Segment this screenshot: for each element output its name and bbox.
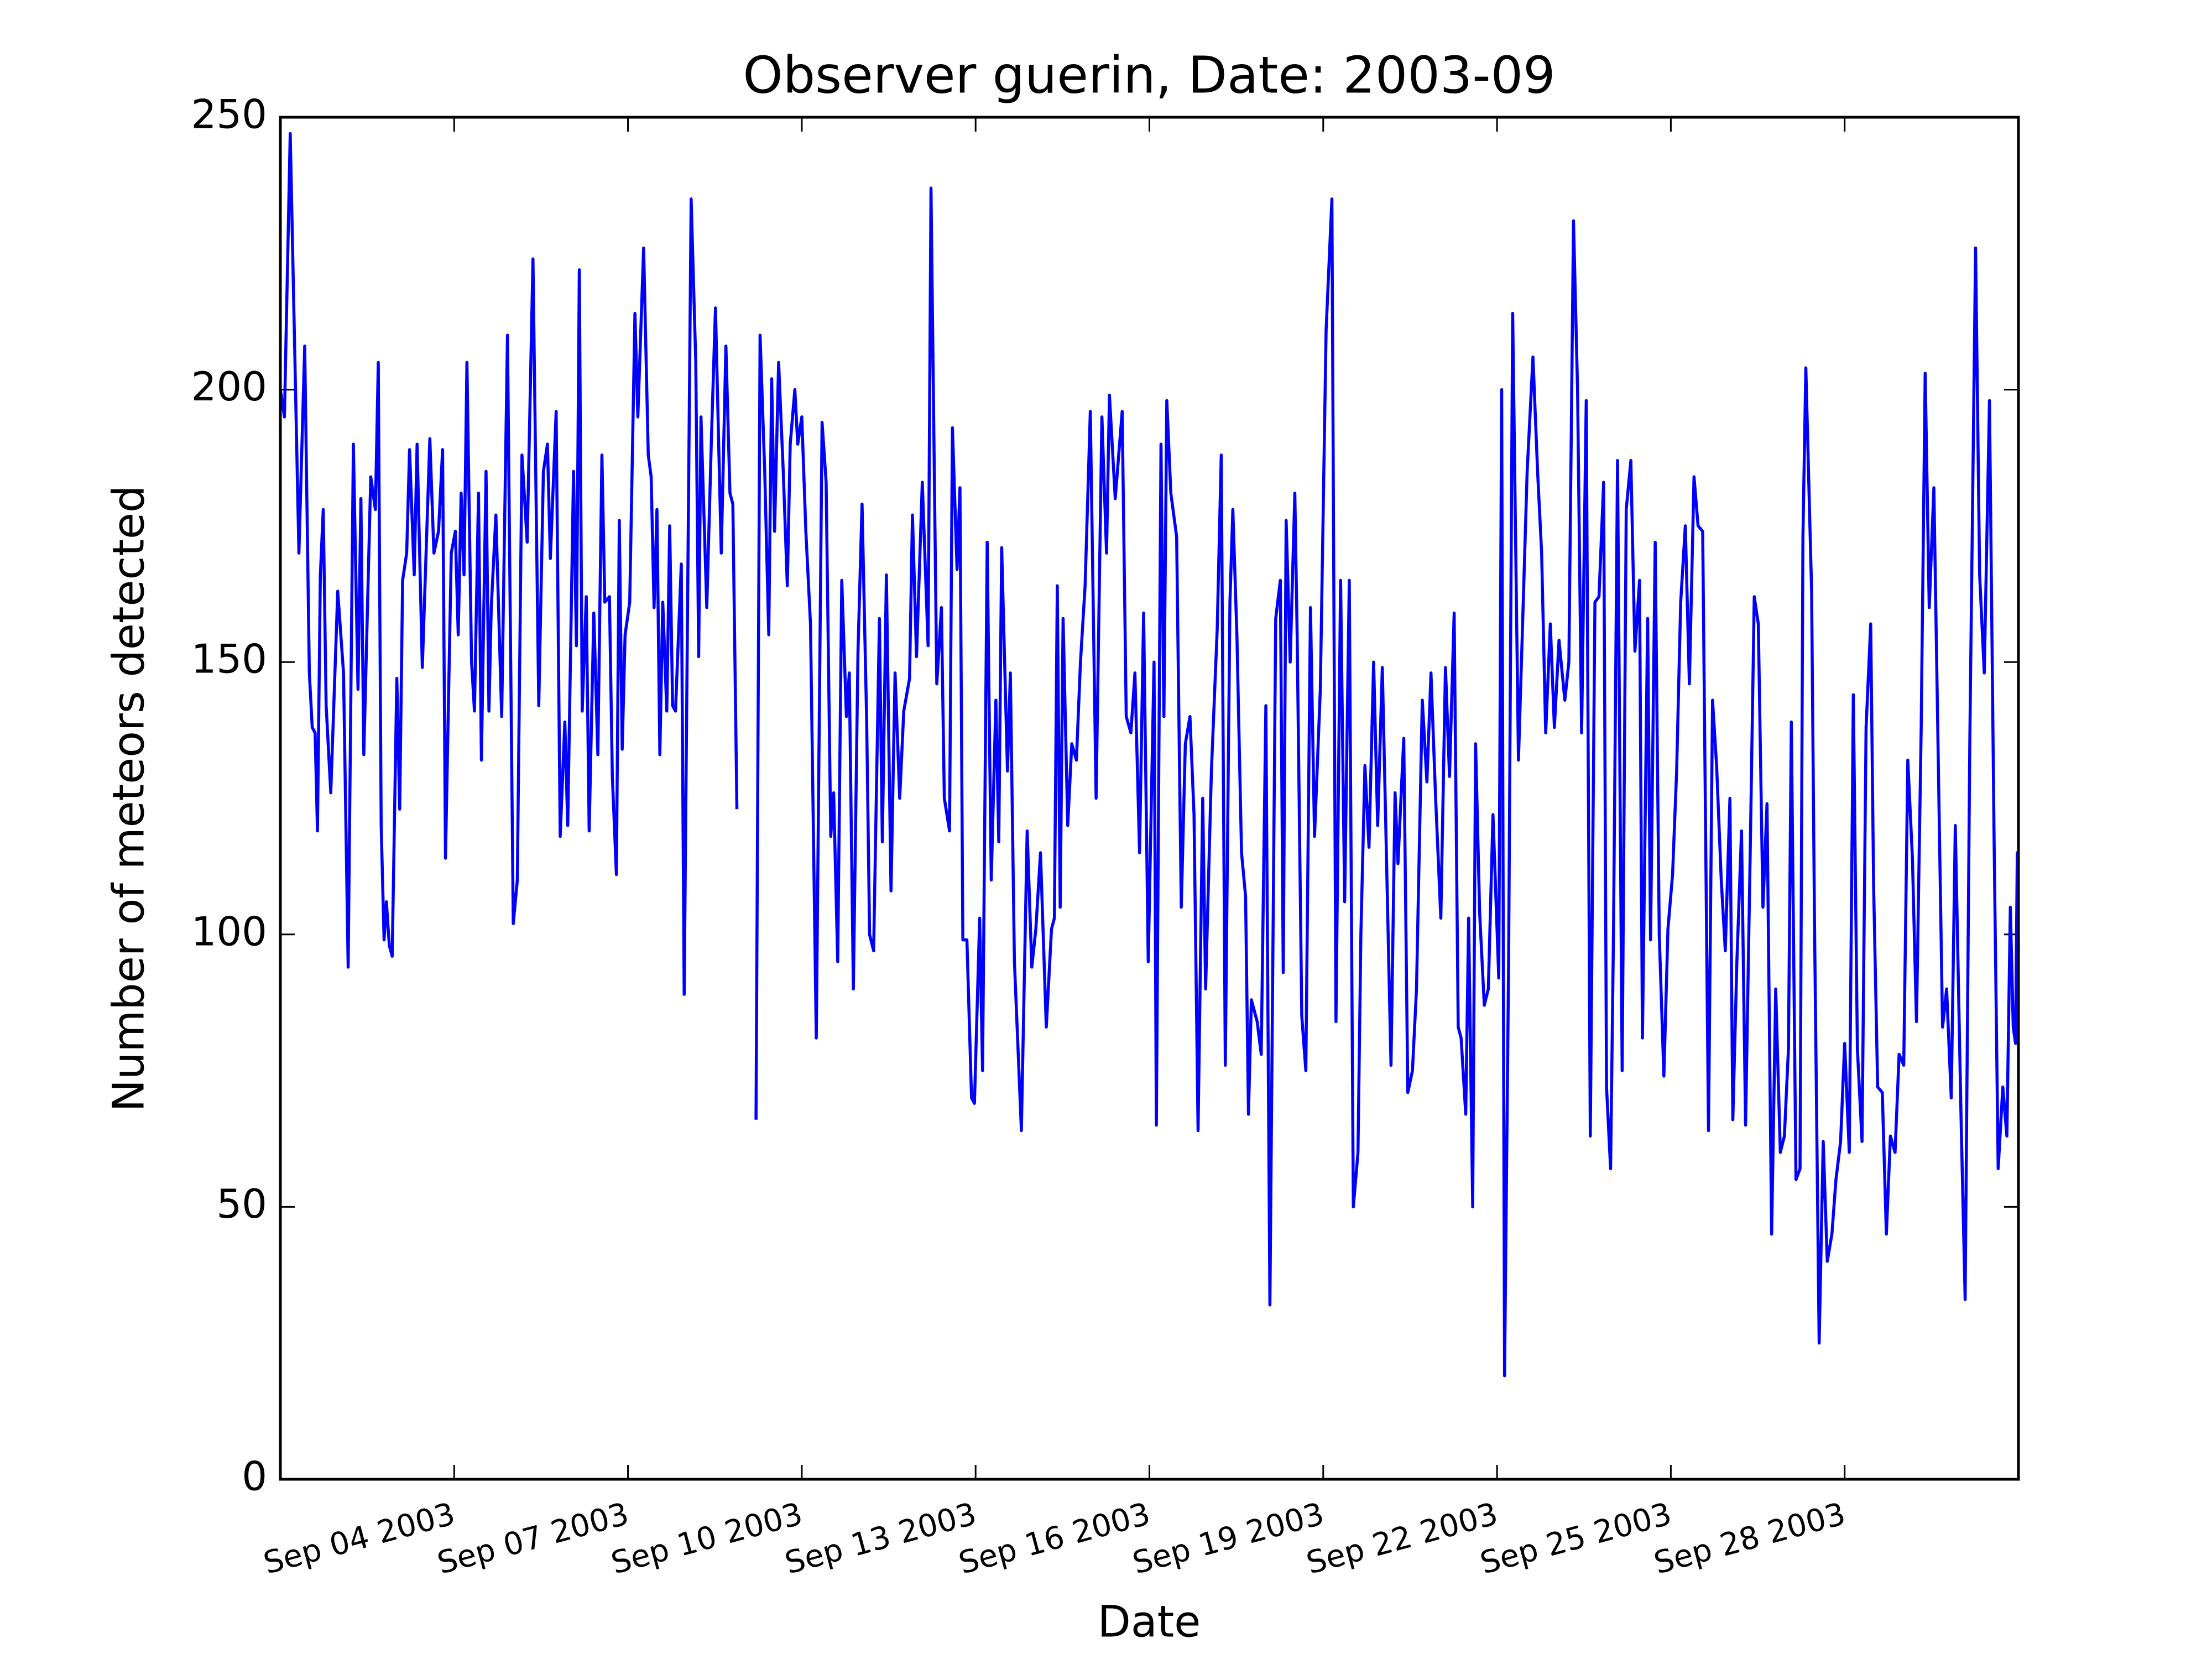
x-tick-label: Sep 25 2003 xyxy=(1477,1496,1676,1582)
data-line xyxy=(279,132,2020,1378)
x-tick-label: Sep 19 2003 xyxy=(1129,1496,1328,1582)
y-tick-label: 250 xyxy=(191,91,267,138)
x-tick-label: Sep 10 2003 xyxy=(607,1496,806,1582)
y-tick-label: 50 xyxy=(216,1181,267,1227)
chart-title: Observer guerin, Date: 2003-09 xyxy=(743,45,1555,105)
x-tick-label: Sep 22 2003 xyxy=(1303,1496,1502,1582)
y-tick-label: 100 xyxy=(191,908,267,954)
x-tick-label: Sep 04 2003 xyxy=(260,1496,459,1582)
x-tick-label: Sep 07 2003 xyxy=(434,1496,633,1582)
x-tick-label: Sep 16 2003 xyxy=(955,1496,1154,1582)
x-tick-label: Sep 13 2003 xyxy=(781,1496,980,1582)
x-tick-label: Sep 28 2003 xyxy=(1650,1496,1849,1582)
x-axis-label: Date xyxy=(1098,1597,1201,1647)
y-tick-label: 150 xyxy=(191,636,267,682)
plot-frame xyxy=(279,116,2020,1481)
y-axis-label: Number of meteors detected xyxy=(104,486,154,1112)
y-tick-label: 0 xyxy=(242,1453,267,1500)
y-tick-label: 200 xyxy=(191,363,267,410)
